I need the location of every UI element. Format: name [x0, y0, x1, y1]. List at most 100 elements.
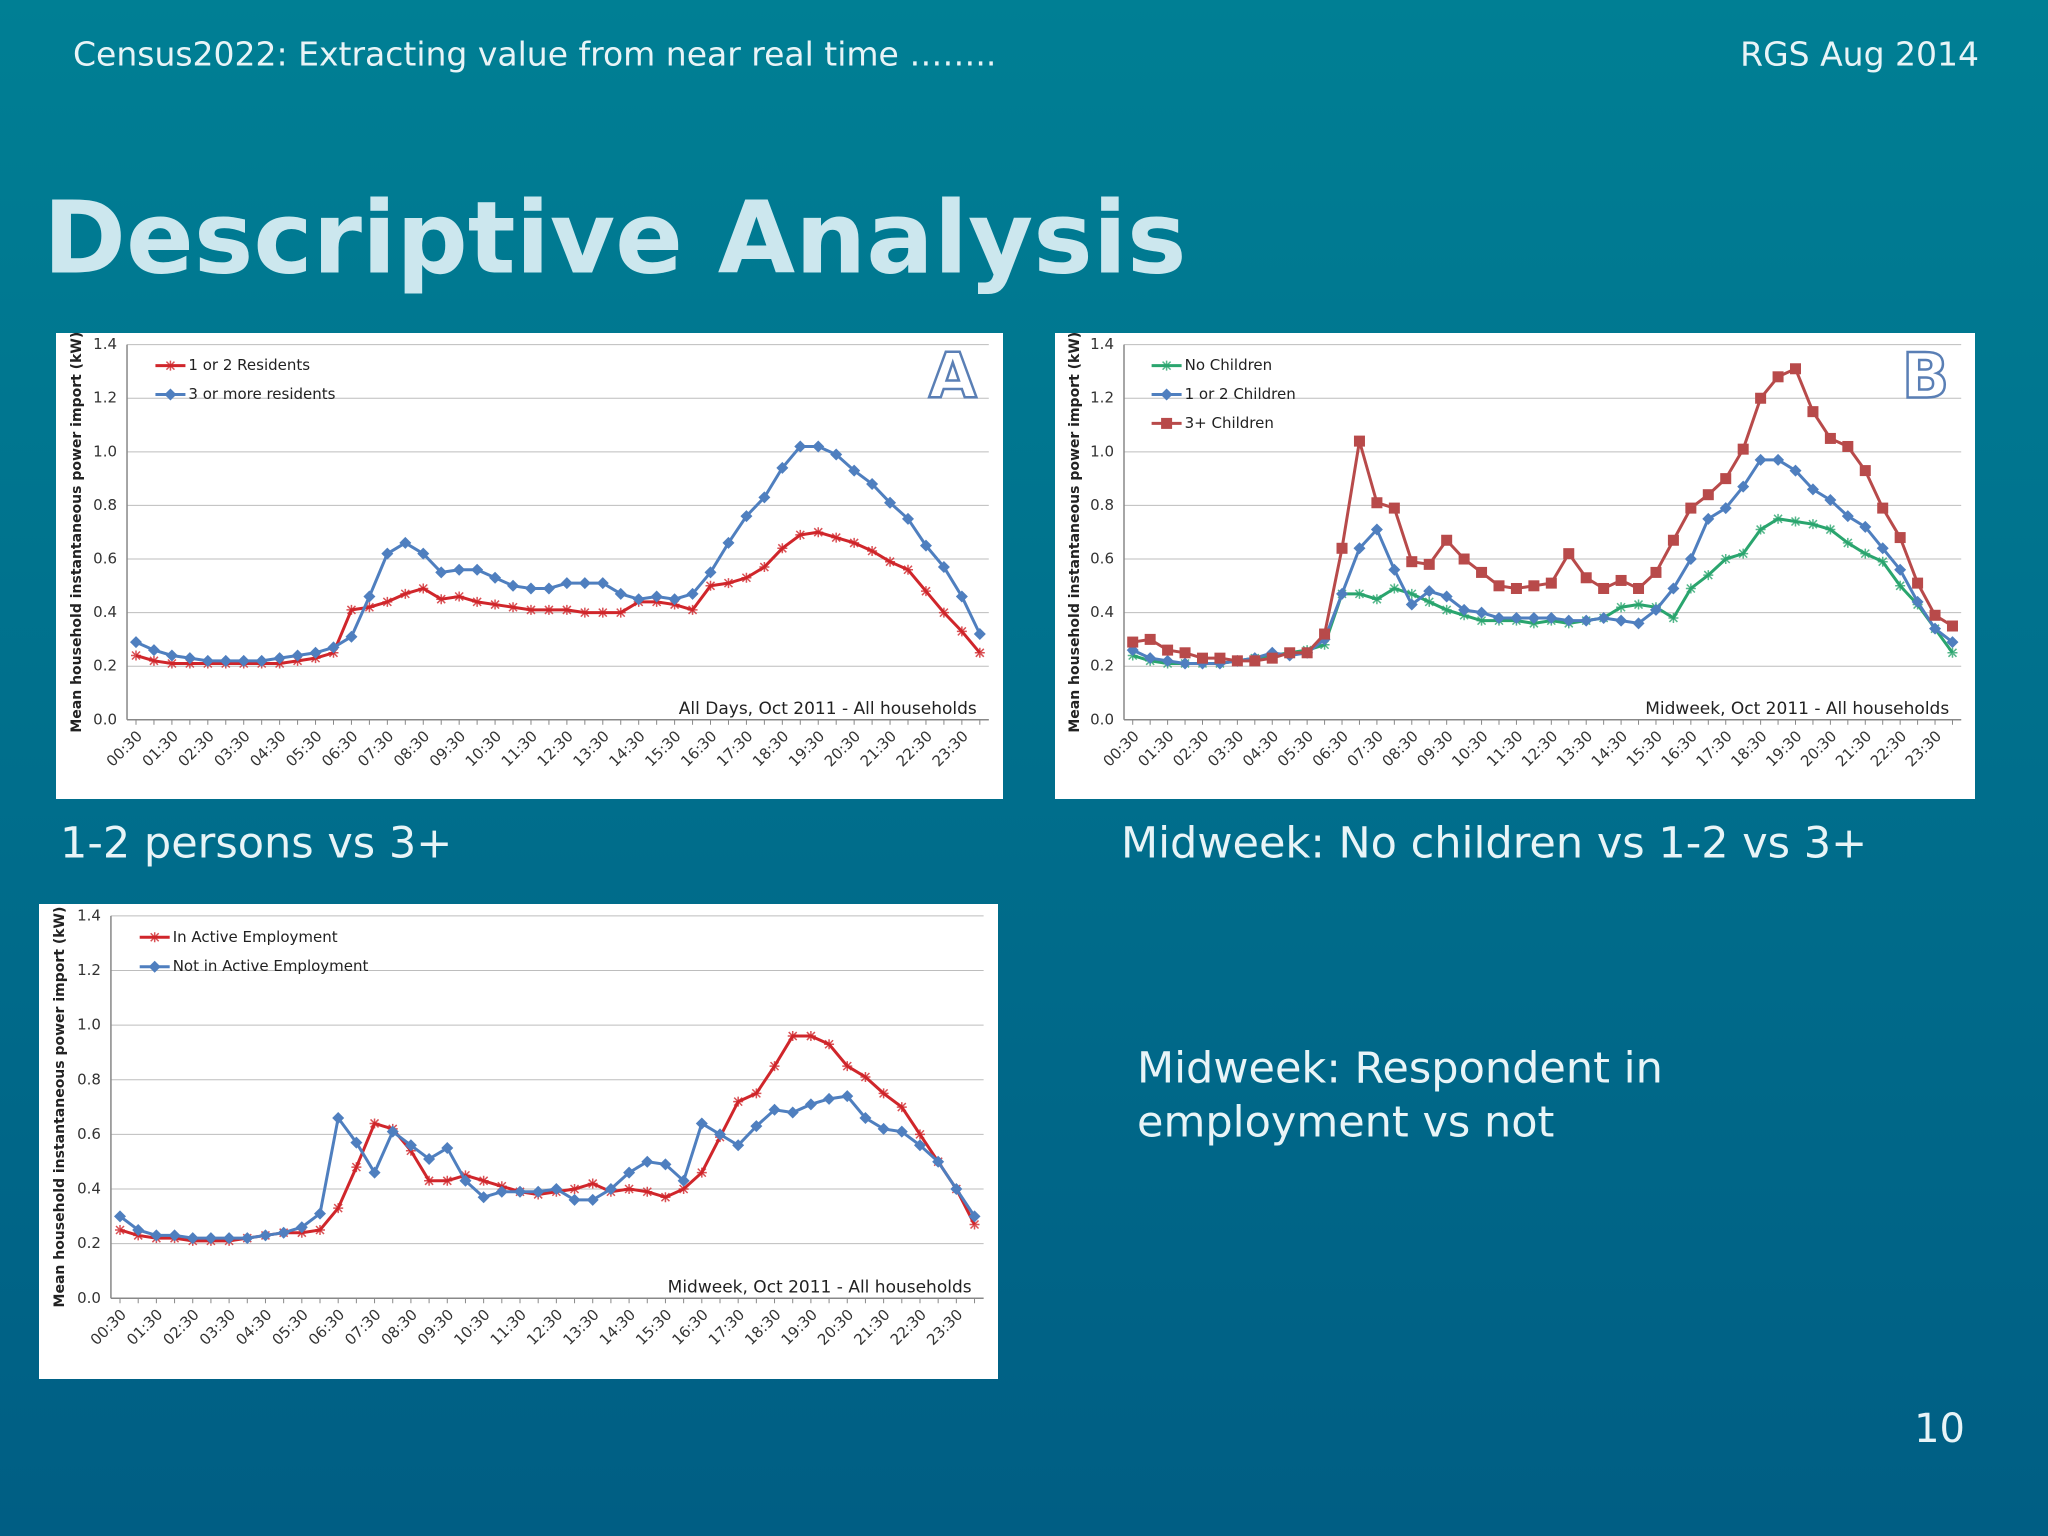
marker	[1719, 502, 1732, 515]
marker	[345, 630, 358, 643]
marker	[769, 1061, 780, 1072]
marker	[204, 1232, 217, 1245]
marker	[400, 588, 411, 599]
y-tick-label: 1.4	[77, 906, 101, 924]
marker	[1475, 606, 1488, 619]
marker	[417, 547, 430, 560]
marker	[795, 529, 806, 540]
legend-label: Not in Active Employment	[173, 957, 369, 975]
marker	[1284, 647, 1296, 659]
marker	[878, 1088, 889, 1099]
marker	[713, 1128, 726, 1141]
marker	[1877, 556, 1888, 567]
y-tick-label: 0.4	[93, 603, 117, 621]
marker	[586, 1193, 599, 1206]
marker	[1790, 363, 1802, 375]
marker	[660, 1192, 671, 1203]
marker	[1772, 371, 1784, 383]
marker	[786, 1106, 799, 1119]
marker	[641, 1155, 654, 1168]
marker	[147, 644, 160, 657]
marker	[569, 1184, 580, 1194]
marker	[1231, 655, 1243, 667]
marker	[1336, 542, 1348, 554]
y-tick-label: 1.2	[77, 961, 101, 979]
marker	[1685, 583, 1696, 594]
marker	[1162, 644, 1174, 656]
marker	[579, 607, 590, 618]
marker	[1789, 464, 1802, 477]
marker	[1301, 647, 1313, 659]
marker	[165, 649, 178, 662]
marker	[508, 602, 519, 613]
marker	[859, 1111, 872, 1124]
marker	[733, 1096, 744, 1107]
marker	[1755, 524, 1766, 535]
marker	[1388, 502, 1400, 514]
marker	[382, 596, 393, 607]
marker	[424, 1175, 435, 1186]
marker	[903, 564, 914, 575]
legend-marker	[149, 932, 160, 943]
marker	[1562, 614, 1575, 627]
marker	[1946, 636, 1959, 649]
marker	[787, 1031, 798, 1042]
marker	[1440, 590, 1453, 603]
marker	[1353, 435, 1365, 447]
marker	[115, 1224, 126, 1235]
marker	[1842, 537, 1853, 548]
marker	[632, 593, 645, 606]
marker	[914, 1129, 925, 1140]
marker	[805, 1031, 816, 1042]
marker	[1755, 392, 1767, 404]
marker	[1406, 556, 1418, 568]
marker	[241, 1232, 254, 1245]
y-tick-label: 0.2	[93, 657, 117, 675]
marker	[895, 1125, 908, 1138]
marker	[920, 586, 931, 597]
marker	[350, 1136, 363, 1149]
marker	[183, 652, 196, 665]
y-tick-label: 0.2	[77, 1234, 101, 1252]
marker	[812, 440, 825, 453]
marker	[435, 566, 448, 579]
marker	[1807, 519, 1818, 530]
marker	[751, 1088, 762, 1099]
marker	[1807, 406, 1819, 418]
y-axis-title: Mean household instantaneous power impor…	[52, 907, 68, 1308]
marker	[1737, 443, 1749, 455]
marker	[1389, 583, 1400, 594]
y-tick-label: 0.4	[77, 1180, 101, 1198]
marker	[404, 1139, 417, 1152]
marker	[543, 604, 554, 615]
marker	[1825, 524, 1836, 535]
marker	[1127, 636, 1139, 648]
marker	[1319, 628, 1331, 640]
marker	[524, 582, 537, 595]
legend-label: No Children	[1185, 356, 1273, 374]
marker	[259, 1229, 272, 1242]
marker	[1580, 572, 1592, 584]
marker	[1528, 580, 1540, 592]
marker	[295, 1221, 308, 1234]
marker	[1860, 548, 1871, 559]
marker	[1684, 553, 1697, 566]
marker	[507, 579, 520, 592]
marker	[831, 532, 842, 543]
marker	[614, 587, 627, 600]
marker	[723, 578, 734, 589]
legend-marker	[148, 960, 161, 973]
marker	[1144, 633, 1156, 645]
marker	[956, 626, 967, 637]
marker	[1790, 516, 1801, 527]
marker	[459, 1174, 472, 1187]
marker	[453, 563, 466, 576]
marker	[1598, 582, 1610, 594]
marker	[418, 583, 429, 594]
legend-label: In Active Employment	[173, 928, 338, 946]
marker	[1424, 596, 1435, 607]
marker	[1406, 588, 1417, 599]
marker	[867, 545, 878, 556]
y-tick-label: 0.8	[1090, 496, 1114, 514]
